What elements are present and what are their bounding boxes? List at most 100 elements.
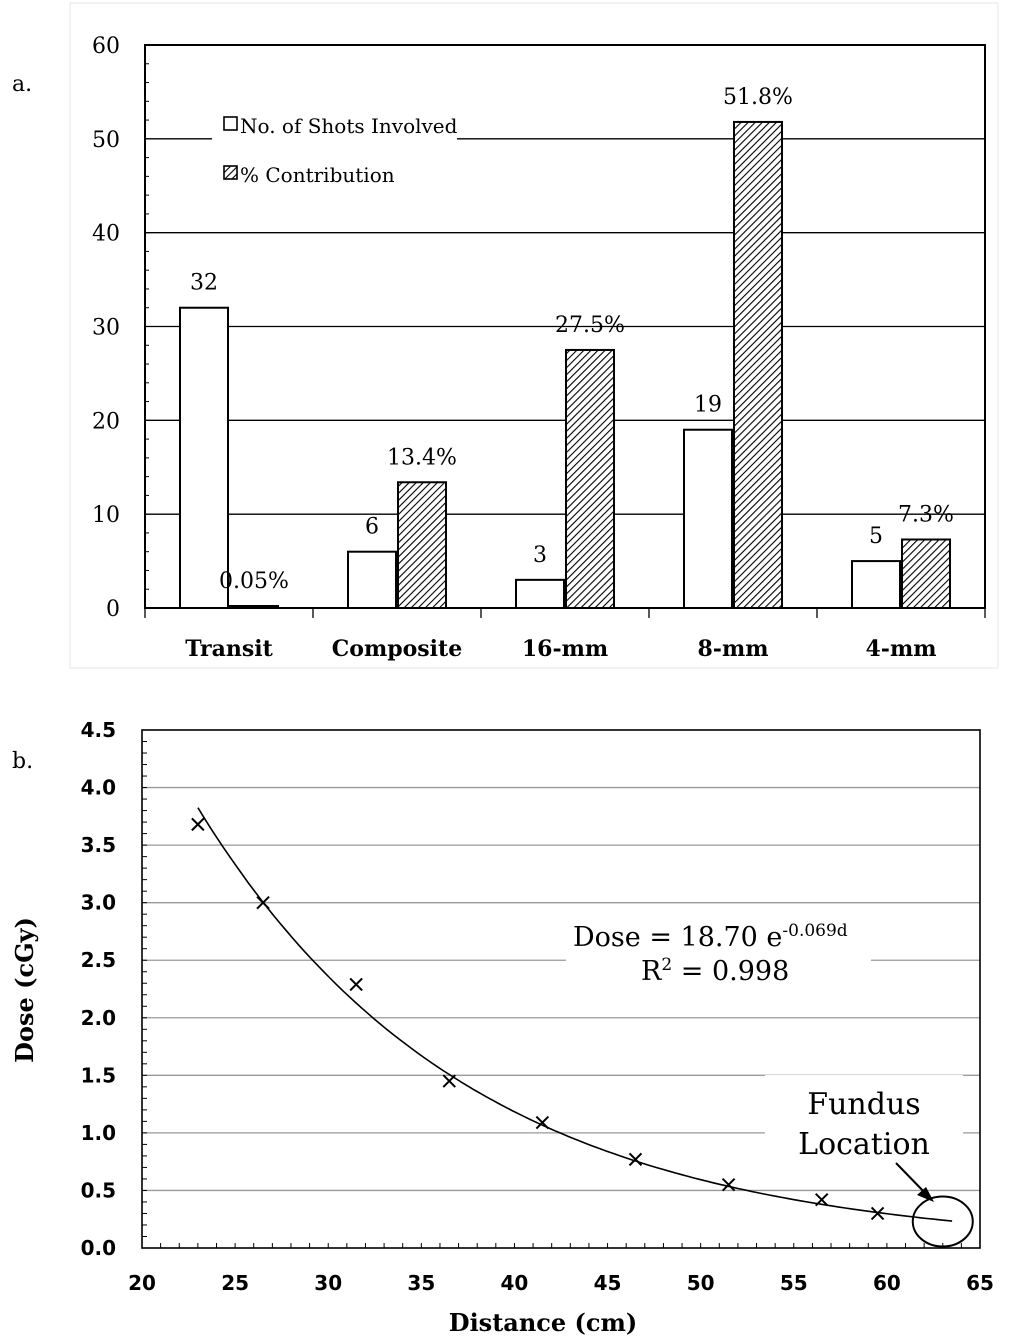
b-y-tick-label: 4.0 [81,776,116,800]
b-x-tick-label: 30 [314,1271,342,1295]
panel-a-label: a. [12,72,32,97]
data-point [815,1192,829,1207]
bar-shots [683,428,733,610]
bar-shots [515,578,565,609]
b-y-tick-label: 3.5 [81,833,116,857]
a-data-labels: 32 0.05% 6 13.4% 3 27.5% 19 51.8% 5 7.3% [190,85,954,594]
data-point-stroke [535,1115,550,1130]
data-label-shots: 19 [694,393,722,418]
a-x-tick-label: 4-mm [866,636,937,662]
data-point [870,1206,885,1221]
data-point-stroke [256,895,270,910]
b-y-tick-label: 2.0 [81,1006,116,1030]
data-point [442,1074,456,1088]
b-y-tick-label: 1.0 [81,1121,116,1145]
data-label-shots: 3 [533,543,547,568]
b-equation-bg [566,915,871,995]
y-axis-title: Dose (cGy) [10,917,39,1063]
data-point-stroke [870,1206,885,1221]
legend-label-contribution: % Contribution [240,163,395,187]
a-x-tick-label: Composite [332,636,462,662]
a-bars [179,120,951,610]
a-legend-bg [212,107,457,192]
b-x-tick-label: 50 [687,1271,715,1295]
bar-contribution [901,538,951,609]
data-point [628,1152,643,1167]
b-y-tick-label: 1.5 [81,1063,116,1087]
annotation-line-1: Fundus [807,1087,920,1122]
data-point-stroke [815,1192,829,1207]
legend-label-shots: No. of Shots Involved [240,114,458,138]
b-x-tick-label: 55 [780,1271,808,1295]
data-label-contribution: 27.5% [555,313,625,338]
x-axis-title: Distance (cm) [449,1308,637,1337]
a-plot-frame [144,44,986,609]
b-x-tick-labels: 20 25 30 35 40 45 50 55 60 65 [128,1271,994,1295]
data-point [349,977,363,992]
a-x-tick-label: 16-mm [522,636,608,662]
a-y-tick-label: 60 [92,34,120,59]
a-x-tick-label: Transit [185,636,273,662]
data-point-stroke [442,1074,456,1088]
a-y-tick-label: 30 [92,316,120,341]
b-y-tick-label: 4.5 [81,718,116,742]
b-x-tick-label: 20 [128,1271,156,1295]
r-squared: R2 = 0.998 [641,955,789,987]
data-point [721,1177,736,1192]
data-label-contribution: 51.8% [723,85,793,110]
b-y-tick-label: 2.5 [81,948,116,972]
data-point-stroke [721,1177,736,1192]
data-label-contribution: 7.3% [898,503,954,528]
b-x-tick-label: 45 [594,1271,622,1295]
a-x-tick-labels: Transit Composite 16-mm 8-mm 4-mm [144,608,986,662]
b-y-tick-label: 0.0 [81,1236,116,1260]
panel-b-label: b. [12,749,33,774]
fundus-location-ellipse [911,1195,974,1248]
panel-b: b. 0.0 0.5 1.0 1.5 2.0 2.5 3.0 3.5 4.0 4.5 20 25 30… [10,718,994,1337]
b-x-tick-label: 65 [966,1271,994,1295]
legend-swatch-contribution [223,165,238,180]
data-label-shots: 32 [190,271,218,296]
b-x-tick-label: 40 [501,1271,529,1295]
b-y-tick-label: 0.5 [81,1178,116,1202]
fit-equation: Dose = 18.70 e-0.069d [573,921,848,953]
data-label-shots: 5 [869,524,883,549]
a-legend: No. of Shots Involved % Contribution [212,107,458,192]
a-y-tick-label: 0 [106,597,120,622]
annotation-line-2: Location [798,1127,930,1162]
b-data-points [191,817,885,1221]
data-label-contribution: 13.4% [387,445,457,470]
bar-shots [347,550,397,610]
b-plot-frame [141,729,981,1249]
b-x-tick-label: 60 [873,1271,901,1295]
data-label-shots: 6 [365,515,379,540]
data-point-stroke [628,1152,643,1167]
a-x-tick-label: 8-mm [698,636,769,662]
bar-shots [179,306,229,609]
b-x-tick-label: 35 [407,1271,435,1295]
annotation-arrow-head [917,1187,934,1202]
a-y-tick-label: 20 [92,409,120,434]
bar-contribution [733,120,783,610]
a-y-tick-label: 10 [92,503,120,528]
panel-a-border [69,2,999,669]
data-point [535,1115,550,1130]
a-y-tick-labels: 0 10 20 30 40 50 60 [92,34,120,622]
bar-contribution [397,481,447,609]
data-point-stroke [191,817,205,832]
data-point [256,895,270,910]
bar-shots [851,560,901,609]
b-x-tick-label: 25 [221,1271,249,1295]
data-point-stroke [349,977,363,992]
data-label-contribution: 0.05% [219,569,289,594]
legend-swatch-shots [223,116,238,131]
a-y-tick-label: 50 [92,128,120,153]
bar-contribution [565,348,615,609]
a-y-tick-label: 40 [92,222,120,247]
b-y-tick-label: 3.0 [81,891,116,915]
data-point [191,817,205,832]
b-y-tick-labels: 0.0 0.5 1.0 1.5 2.0 2.5 3.0 3.5 4.0 4.5 [81,718,116,1260]
b-annotation-bg [765,1075,963,1161]
